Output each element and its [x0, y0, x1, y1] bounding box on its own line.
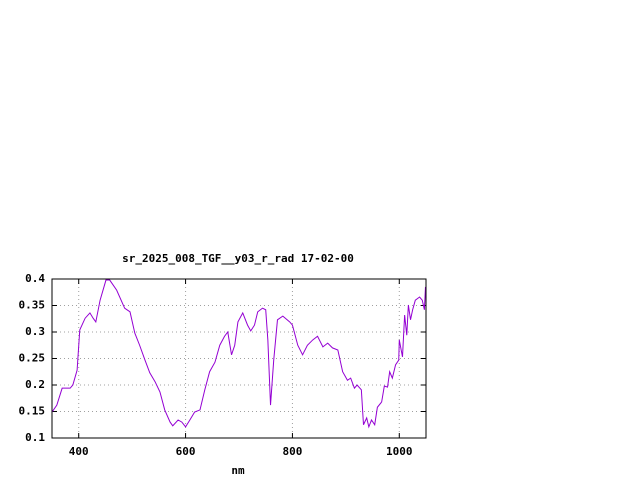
y-tick-label: 0.2	[25, 378, 45, 391]
data-line	[51, 279, 426, 429]
x-tick-label: 1000	[386, 445, 413, 458]
y-tick-label: 0.3	[25, 325, 45, 338]
x-axis-label: nm	[231, 464, 245, 477]
x-tick-label: 800	[282, 445, 302, 458]
y-tick-label: 0.1	[25, 431, 45, 444]
y-tick-label: 0.25	[19, 352, 46, 365]
plot-border	[51, 278, 427, 439]
x-tick-label: 600	[176, 445, 196, 458]
y-tick-label: 0.35	[19, 299, 46, 312]
y-tick-label: 0.15	[19, 405, 46, 418]
y-tick-label: 0.4	[25, 272, 45, 285]
x-tick-label: 400	[69, 445, 89, 458]
chart-title: sr_2025_008_TGF__y03_r_rad 17-02-00	[122, 252, 354, 265]
